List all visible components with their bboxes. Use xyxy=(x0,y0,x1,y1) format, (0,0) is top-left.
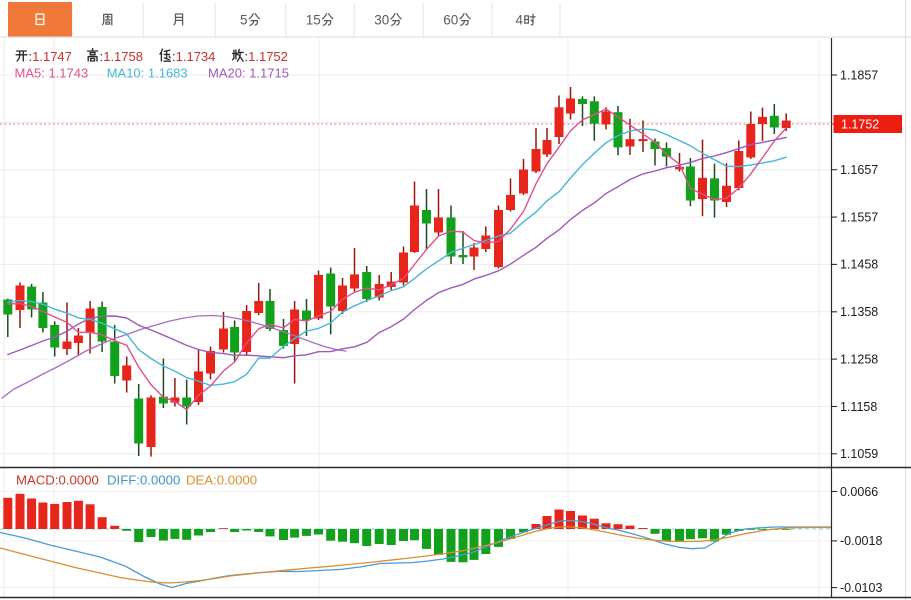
svg-text:DEA:0.0000: DEA:0.0000 xyxy=(186,473,257,488)
svg-text:1.1458: 1.1458 xyxy=(840,258,878,272)
svg-text:1.1258: 1.1258 xyxy=(840,352,878,366)
svg-text:1.1857: 1.1857 xyxy=(840,68,878,82)
svg-text:30: 30 xyxy=(374,13,389,28)
svg-text:MA5: 1.1743: MA5: 1.1743 xyxy=(15,66,89,81)
svg-text:0.0066: 0.0066 xyxy=(840,485,878,499)
svg-text:4: 4 xyxy=(516,13,524,28)
svg-text:60: 60 xyxy=(443,13,458,28)
svg-text::1.1758: :1.1758 xyxy=(100,49,143,64)
svg-text:1.1752: 1.1752 xyxy=(841,118,879,132)
svg-text:MACD:0.0000: MACD:0.0000 xyxy=(16,473,99,488)
svg-text:MA10: 1.1683: MA10: 1.1683 xyxy=(107,66,188,81)
svg-text:MA20: 1.1715: MA20: 1.1715 xyxy=(208,66,289,81)
svg-text:15: 15 xyxy=(306,13,321,28)
svg-text:DIFF:0.0000: DIFF:0.0000 xyxy=(107,473,180,488)
svg-text:1.1158: 1.1158 xyxy=(840,400,877,414)
svg-text::1.1752: :1.1752 xyxy=(245,49,288,64)
svg-text:1.1358: 1.1358 xyxy=(840,305,878,319)
svg-text:5: 5 xyxy=(240,13,248,28)
svg-text:1.1557: 1.1557 xyxy=(840,210,878,224)
svg-text::1.1747: :1.1747 xyxy=(29,49,72,64)
svg-text:1.1059: 1.1059 xyxy=(840,447,878,461)
svg-text:-0.0018: -0.0018 xyxy=(840,534,882,548)
svg-text::1.1734: :1.1734 xyxy=(172,49,215,64)
svg-text:1.1657: 1.1657 xyxy=(840,163,878,177)
svg-text:-0.0103: -0.0103 xyxy=(840,581,882,595)
